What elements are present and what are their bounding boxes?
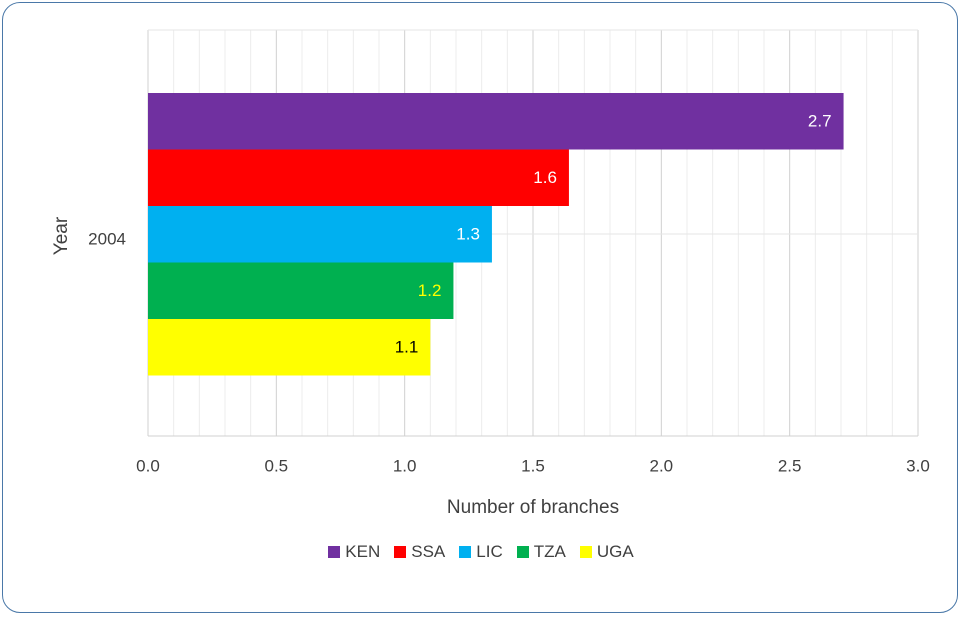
- x-tick-label: 0.0: [136, 456, 160, 475]
- legend-swatch: [459, 546, 472, 558]
- x-tick-label: 0.5: [265, 456, 289, 475]
- data-label-ken: 2.7: [808, 112, 832, 131]
- x-tick-label: 3.0: [906, 456, 930, 475]
- x-tick-label: 1.0: [393, 456, 417, 475]
- legend-label: SSA: [411, 542, 446, 561]
- legend-label: LIC: [476, 542, 503, 561]
- legend-item-lic: LIC: [459, 542, 503, 562]
- legend-item-tza: TZA: [516, 542, 566, 562]
- legend: KEN SSA LIC TZA UGA: [0, 542, 962, 562]
- bar-tza: [148, 262, 454, 319]
- legend-label: KEN: [345, 542, 381, 561]
- y-category-label: 2004: [88, 229, 126, 248]
- y-axis-title: Year: [51, 216, 72, 255]
- bar-ssa: [148, 149, 569, 206]
- bars: [148, 93, 844, 376]
- x-axis-title: Number of branches: [447, 497, 619, 518]
- data-label-uga: 1.1: [395, 338, 419, 357]
- legend-swatch: [579, 546, 592, 558]
- data-label-ssa: 1.6: [533, 168, 557, 187]
- x-tick-labels: 0.0 0.5 1.0 1.5 2.0 2.5 3.0: [136, 456, 930, 475]
- legend-label: UGA: [596, 542, 634, 561]
- legend-item-uga: UGA: [579, 542, 634, 562]
- x-tick-label: 2.0: [650, 456, 674, 475]
- legend-label: TZA: [533, 542, 566, 561]
- bar-lic: [148, 206, 492, 263]
- legend-swatch: [516, 546, 529, 558]
- bar-uga: [148, 319, 431, 376]
- x-tick-label: 2.5: [778, 456, 802, 475]
- data-labels: 2.7 1.6 1.3 1.2 1.1: [395, 112, 832, 357]
- data-label-tza: 1.2: [418, 281, 442, 300]
- bar-ken: [148, 93, 844, 150]
- data-label-lic: 1.3: [456, 225, 480, 244]
- x-tick-label: 1.5: [521, 456, 545, 475]
- legend-item-ssa: SSA: [394, 542, 445, 562]
- legend-swatch: [328, 546, 341, 558]
- legend-item-ken: KEN: [328, 542, 380, 562]
- legend-swatch: [394, 546, 407, 558]
